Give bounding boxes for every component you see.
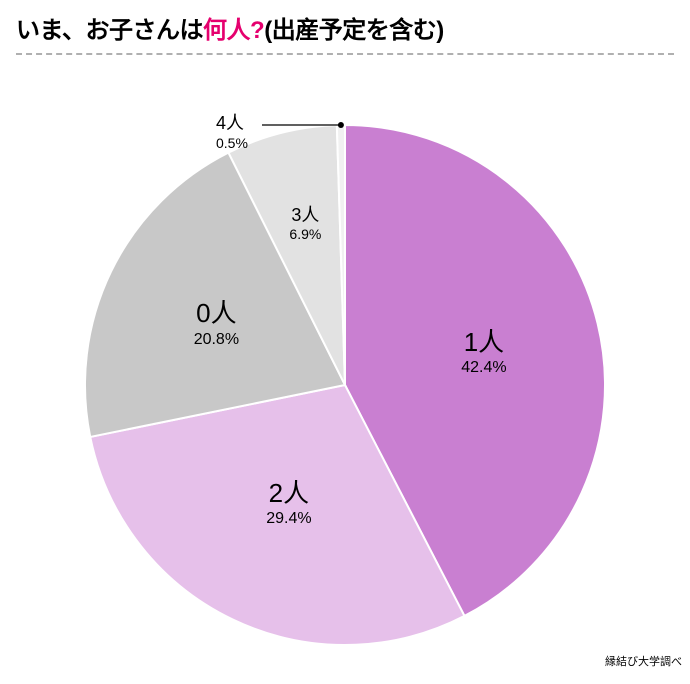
title-pre: いま、お子さんは — [16, 17, 203, 44]
title-accent: 何人? — [203, 17, 264, 44]
slice-pct: 0.5% — [216, 135, 248, 152]
title-post: (出産予定を含む) — [264, 17, 443, 44]
slice-name: 4人 — [216, 113, 248, 135]
chart-title: いま、お子さんは何人?(出産予定を含む) — [0, 0, 690, 53]
pie-svg — [0, 55, 690, 675]
pie-chart: 縁結び大学調べ 1人42.4%2人29.4%0人20.8%3人6.9%4人0.5… — [0, 55, 690, 675]
slice-label-callout: 4人0.5% — [216, 113, 248, 151]
source-credit: 縁結び大学調べ — [605, 653, 682, 669]
